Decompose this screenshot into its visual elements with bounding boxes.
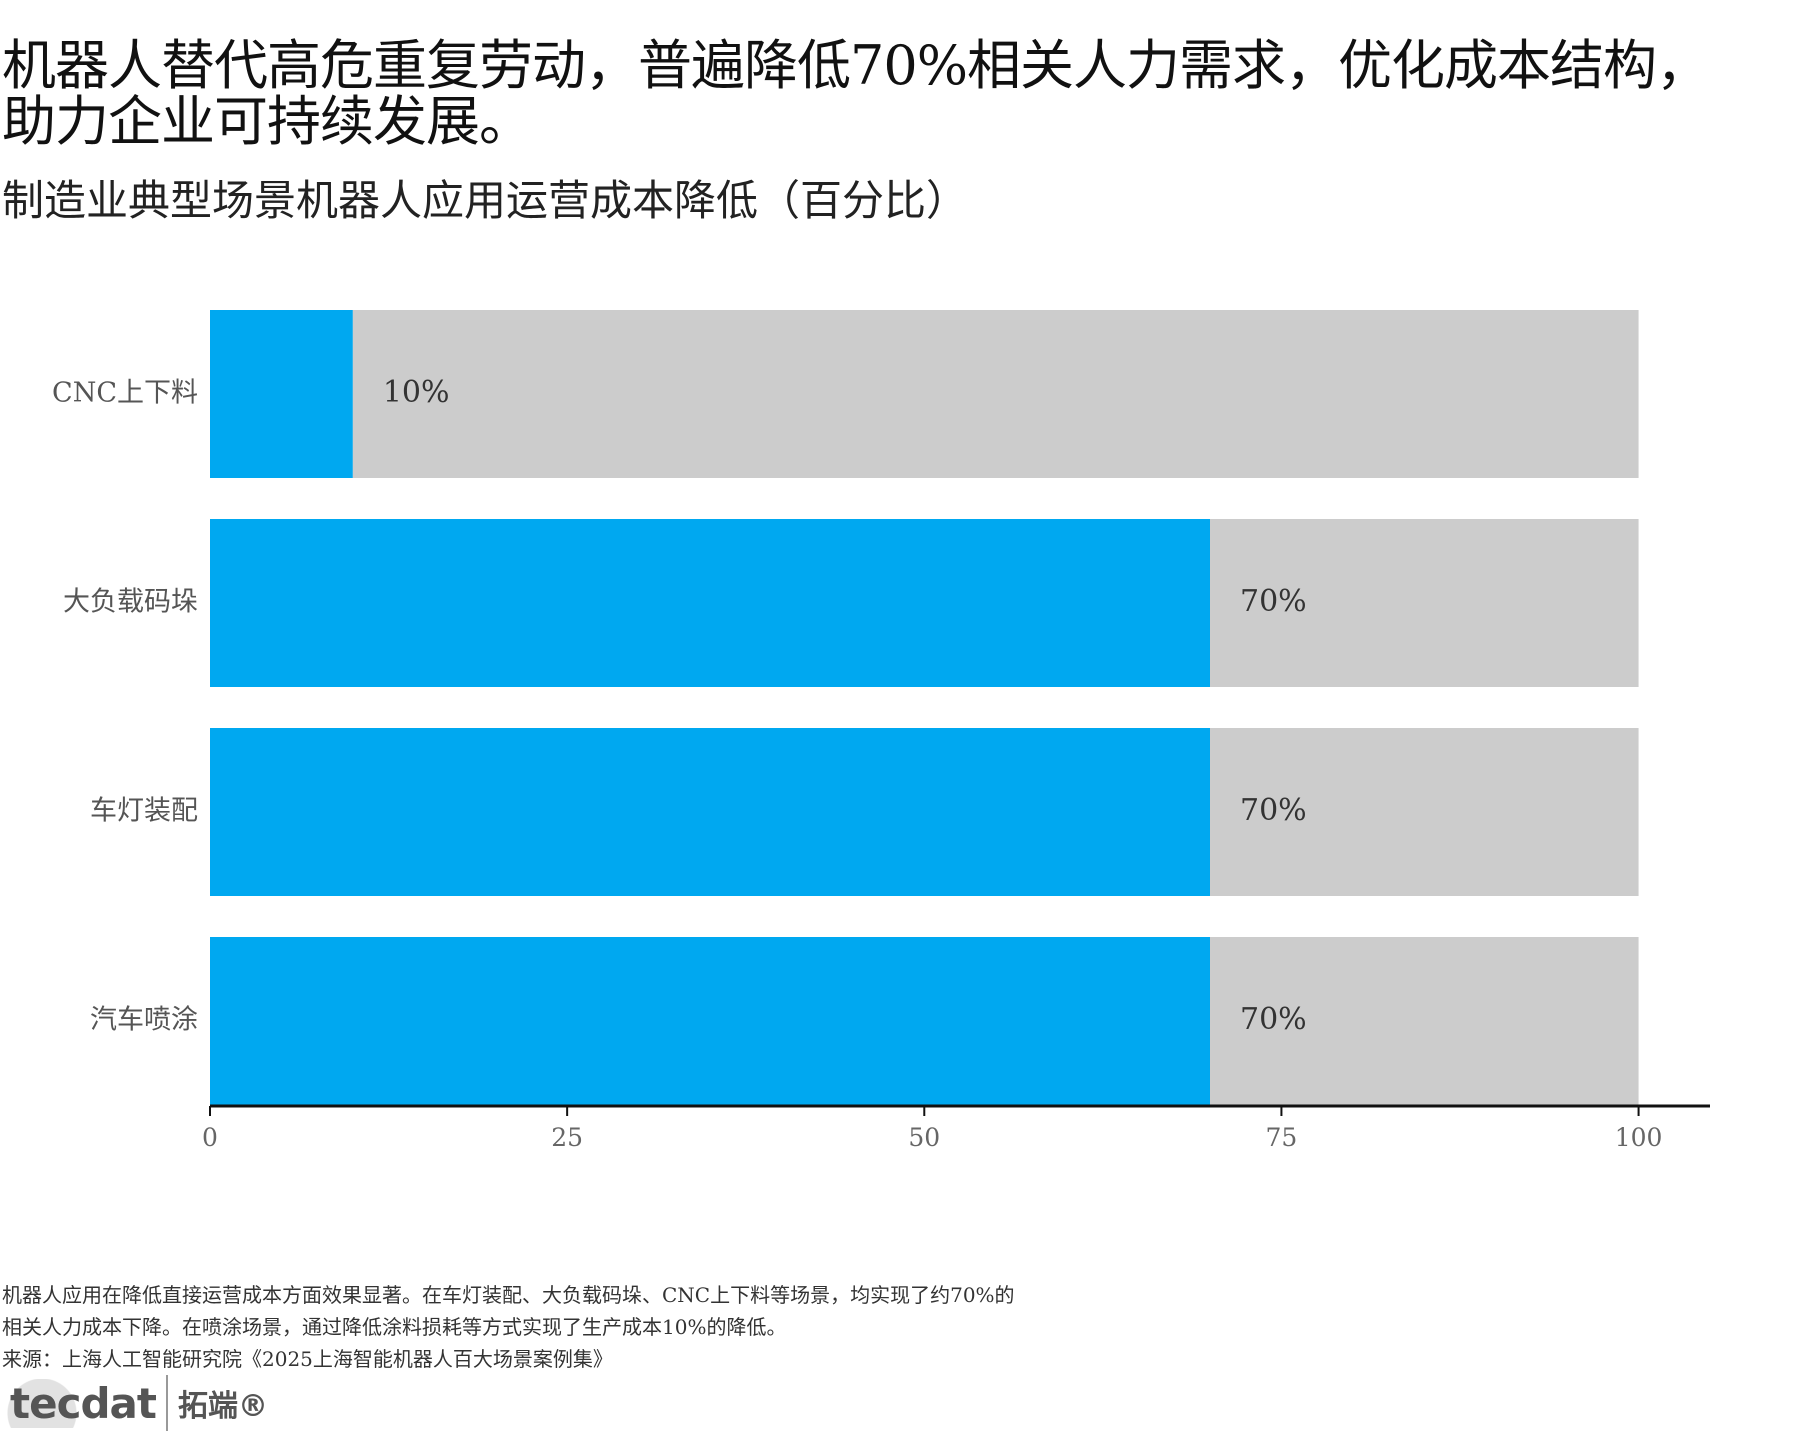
footnote-line-1: 机器人应用在降低直接运营成本方面效果显著。在车灯装配、大负载码垛、CNC上下料等…	[2, 1283, 1015, 1307]
chart-headline: 机器人替代高危重复劳动，普遍降低70%相关人力需求，优化成本结构， 助力企业可持…	[2, 38, 1792, 150]
headline-line-1: 机器人替代高危重复劳动，普遍降低70%相关人力需求，优化成本结构，	[2, 34, 1710, 97]
logo-chinese-name: 拓端®	[177, 1389, 268, 1424]
x-tick-label: 25	[551, 1123, 583, 1152]
bar-remainder	[352, 310, 1639, 478]
bar-value	[210, 310, 353, 478]
data-label: 70%	[1240, 793, 1307, 828]
x-tick-label: 0	[202, 1123, 218, 1152]
bar-remainder	[1210, 519, 1639, 687]
bar-remainder	[1210, 937, 1639, 1105]
brand-logo: tecdat 拓端®	[4, 1372, 268, 1434]
category-label: CNC上下料	[52, 378, 198, 409]
footnote-line-2: 相关人力成本下降。在喷涂场景，通过降低涂料损耗等方式实现了生产成本10%的降低。	[2, 1315, 787, 1339]
bar-chart: CNC上下料 10% 大负载码垛 70% 车灯装配 70% 汽车喷涂 70% 0 25 50 75 10…	[52, 310, 1710, 1152]
x-tick-label: 100	[1615, 1123, 1663, 1152]
category-label: 汽车喷涂	[90, 1005, 198, 1036]
category-label: 车灯装配	[90, 796, 198, 827]
bar-value	[210, 519, 1210, 687]
chart-title: 制造业典型场景机器人应用运营成本降低（百分比）	[2, 176, 969, 225]
logo-wordmark: tecdat	[4, 1378, 157, 1428]
bar-value	[210, 937, 1210, 1105]
category-label: 大负载码垛	[63, 587, 198, 618]
x-tick-label: 50	[908, 1123, 940, 1152]
logo-divider	[165, 1375, 168, 1431]
data-label: 70%	[1240, 1002, 1307, 1037]
headline-line-2: 助力企业可持续发展。	[2, 90, 533, 153]
data-label: 70%	[1240, 584, 1307, 619]
data-label: 10%	[383, 375, 450, 410]
source-note: 来源：上海人工智能研究院《2025上海智能机器人百大场景案例集》	[2, 1347, 613, 1371]
x-tick-label: 75	[1266, 1123, 1298, 1152]
bar-remainder	[1210, 728, 1639, 896]
bar-value	[210, 728, 1210, 896]
